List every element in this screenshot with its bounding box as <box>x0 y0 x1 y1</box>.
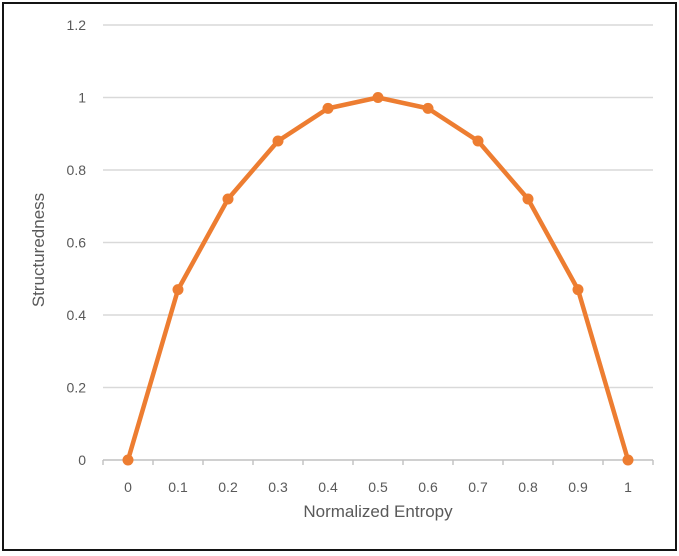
x-tick-label: 0.5 <box>368 479 388 495</box>
x-tick-label: 0.9 <box>568 479 588 495</box>
x-tick-label: 0.7 <box>468 479 488 495</box>
data-point-marker <box>472 135 484 147</box>
x-axis-group <box>102 459 654 465</box>
data-point-marker <box>622 454 634 466</box>
data-point-marker <box>172 284 184 296</box>
y-tick-label: 0.4 <box>67 307 87 323</box>
series-line <box>125 95 631 463</box>
y-tick-label: 0.2 <box>67 380 87 396</box>
gridlines-group <box>103 24 653 389</box>
data-point-marker <box>522 193 534 205</box>
x-tick-label: 0.3 <box>268 479 288 495</box>
y-tick-label: 0.8 <box>67 162 87 178</box>
x-tick-label: 0.4 <box>318 479 338 495</box>
data-point-marker <box>572 284 584 296</box>
y-tick-label: 1 <box>78 90 86 106</box>
tick-labels-group: 0 0.2 0.4 0.6 0.8 1 1.2 0 0.1 0.2 0.3 0.4 0.5 0.6 0.7 0… <box>67 17 633 495</box>
x-tick-label: 1 <box>624 479 632 495</box>
data-point-marker <box>122 454 134 466</box>
x-tick-label: 0.6 <box>418 479 438 495</box>
x-tick-label: 0.2 <box>218 479 238 495</box>
series-group <box>122 92 634 466</box>
data-point-marker <box>422 102 434 114</box>
data-point-marker <box>272 135 284 147</box>
x-tick-label: 0 <box>124 479 132 495</box>
data-point-marker <box>322 102 334 114</box>
y-tick-label: 1.2 <box>67 17 87 33</box>
x-tick-label: 0.1 <box>168 479 188 495</box>
data-point-marker <box>372 92 384 103</box>
y-axis-title: Structuredness <box>29 193 48 307</box>
y-tick-label: 0 <box>78 452 86 468</box>
x-axis-title: Normalized Entropy <box>303 502 453 521</box>
y-tick-label: 0.6 <box>67 235 87 251</box>
data-point-marker <box>222 193 234 205</box>
x-tick-label: 0.8 <box>518 479 538 495</box>
